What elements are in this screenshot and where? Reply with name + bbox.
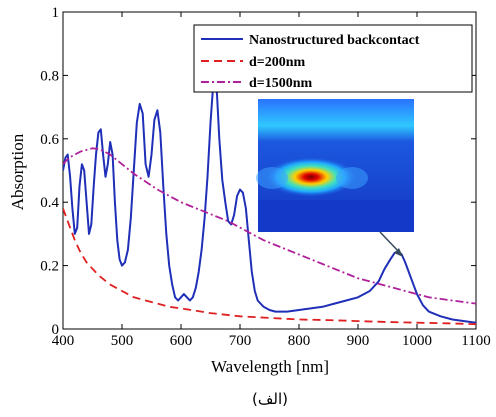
legend-label-2: d=1500nm — [249, 76, 313, 91]
x-tick-label-3: 700 — [229, 333, 252, 349]
inset-lower-field — [258, 200, 414, 232]
x-tick-label-5: 900 — [347, 333, 370, 349]
inset-side-lobe-right — [336, 167, 368, 189]
series-line-d-200nm — [63, 208, 476, 326]
y-tick-label-0: 0 — [52, 322, 60, 338]
y-tick-label-3: 0.6 — [40, 132, 59, 148]
x-tick-label-4: 800 — [288, 333, 311, 349]
y-tick-label-4: 0.8 — [40, 68, 59, 84]
legend-box — [193, 24, 473, 93]
field-map-inset — [256, 99, 414, 232]
x-axis-title: Wavelength [nm] — [211, 357, 329, 376]
callout-arrow — [379, 231, 403, 257]
tick-labels: 400 500 600 700 800 900 1000 1100 0 0.2 0.4 0.6 0.8 1 — [40, 5, 490, 349]
y-tick-label-2: 0.4 — [40, 195, 59, 211]
legend-label-0: Nanostructured backcontact — [249, 33, 420, 48]
y-tick-label-1: 0.2 — [40, 259, 59, 275]
series-layer — [63, 74, 476, 326]
y-axis-title: Absorption — [8, 133, 27, 210]
axis-ticks — [62, 11, 477, 330]
inset-hotspot — [265, 157, 357, 197]
legend-label-1: d=200nm — [249, 55, 306, 70]
series-line-d-1500nm — [63, 147, 476, 305]
x-tick-label-0: 400 — [52, 333, 75, 349]
inset-side-lobe-left — [256, 167, 288, 189]
x-tick-label-6: 1000 — [402, 333, 432, 349]
figure-caption: (الف) — [252, 390, 288, 408]
x-tick-label-1: 500 — [111, 333, 134, 349]
y-tick-label-5: 1 — [52, 5, 60, 21]
legend: Nanostructured backcontact d=200nm d=150… — [193, 24, 473, 93]
series-line-nanostructured-backcontact — [63, 74, 476, 324]
x-tick-label-7: 1100 — [461, 333, 490, 349]
x-tick-label-2: 600 — [170, 333, 193, 349]
